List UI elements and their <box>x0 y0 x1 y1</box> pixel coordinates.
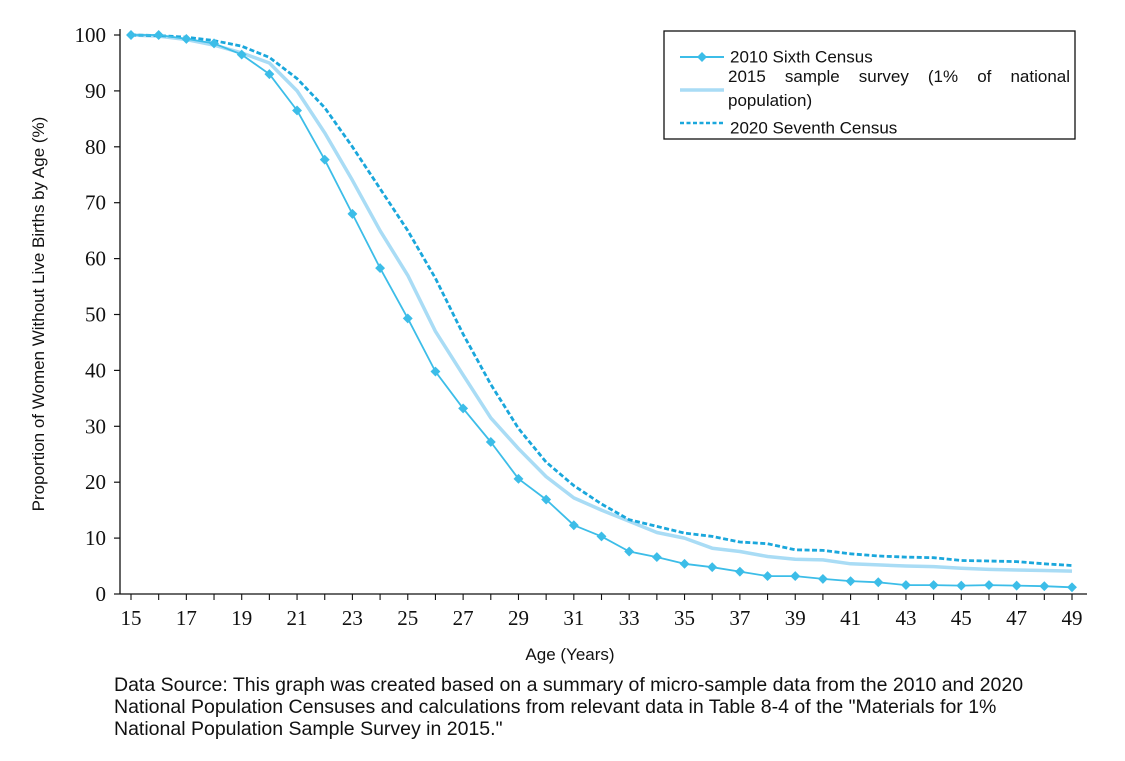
y-axis-title: Proportion of Women Without Live Births … <box>29 117 48 512</box>
data-point-2010 <box>762 571 773 582</box>
data-point-2010 <box>1067 582 1077 593</box>
y-tick-label: 30 <box>85 414 106 438</box>
data-point-2010 <box>153 30 164 40</box>
y-tick-label: 50 <box>85 303 106 327</box>
x-axis-title: Age (Years) <box>525 645 614 664</box>
data-point-2010 <box>928 580 939 591</box>
x-tick-label: 19 <box>231 606 252 630</box>
chart: 15 17 19 21 23 25 27 29 31 33 35 37 39 41 43 45 47 49 0 10… <box>29 23 1087 664</box>
data-point-2010 <box>430 366 441 377</box>
x-tick-label: 23 <box>342 606 363 630</box>
data-point-2010 <box>624 546 635 557</box>
series-layer <box>126 30 1077 593</box>
x-tick-label: 41 <box>840 606 861 630</box>
data-point-2010 <box>485 437 496 447</box>
y-tick-label: 100 <box>75 23 107 47</box>
x-tick-label: 35 <box>674 606 695 630</box>
x-tick-label: 33 <box>619 606 640 630</box>
data-point-2010 <box>900 580 911 591</box>
data-point-2010 <box>984 580 994 591</box>
data-point-2010 <box>734 566 745 577</box>
legend-label-2010: 2010 Sixth Census <box>730 47 873 66</box>
legend-marker-2010 <box>697 52 707 62</box>
data-point-2010 <box>209 38 219 49</box>
x-tick-label: 39 <box>785 606 806 630</box>
x-tick-label: 15 <box>121 606 142 630</box>
y-tick-label: 10 <box>85 526 106 550</box>
data-point-2010 <box>873 577 884 588</box>
y-tick-label: 60 <box>85 247 106 271</box>
y-tick-label: 20 <box>85 470 106 494</box>
data-point-2010 <box>236 49 247 60</box>
y-tick-label: 70 <box>85 191 106 215</box>
y-tick-label: 90 <box>85 79 106 103</box>
x-axis-ticks: 15 17 19 21 23 25 27 29 31 33 35 37 39 41 43 45 47 49 <box>121 594 1083 630</box>
legend-label-2015: 2015 sample survey (1% of national popul… <box>728 67 1070 110</box>
data-point-2010 <box>817 573 828 584</box>
data-point-2010 <box>513 473 524 484</box>
x-tick-label: 21 <box>287 606 308 630</box>
y-tick-label: 0 <box>96 582 107 606</box>
data-point-2010 <box>347 208 358 219</box>
data-point-2010 <box>651 552 662 563</box>
x-tick-label: 25 <box>397 606 418 630</box>
data-point-2010 <box>458 403 469 414</box>
data-point-2010 <box>790 571 801 582</box>
data-point-2010 <box>402 313 413 324</box>
y-axis-ticks: 0 10 20 30 40 50 60 70 80 90 100 <box>75 23 120 606</box>
data-point-2010 <box>181 33 192 44</box>
x-tick-label: 45 <box>951 606 972 630</box>
data-point-2010 <box>1039 581 1050 592</box>
data-source-note: Data Source: This graph was created base… <box>114 674 1024 740</box>
data-point-2010 <box>707 562 718 573</box>
data-point-2010 <box>1011 580 1022 591</box>
data-point-2010 <box>956 580 967 591</box>
data-point-2010 <box>541 494 552 505</box>
data-point-2010 <box>375 263 386 274</box>
data-point-2010 <box>596 531 607 542</box>
data-point-2010 <box>845 576 856 587</box>
x-tick-label: 43 <box>895 606 916 630</box>
x-tick-label: 49 <box>1062 606 1083 630</box>
series-line-2015 <box>130 33 1073 573</box>
x-tick-label: 27 <box>453 606 474 630</box>
data-point-2010 <box>126 30 136 40</box>
x-tick-label: 37 <box>729 606 750 630</box>
data-point-2010 <box>679 558 690 569</box>
data-point-2010 <box>319 154 330 165</box>
legend: 2010 Sixth Census 2015 sample survey (1%… <box>663 30 1076 140</box>
data-point-2010 <box>568 520 579 531</box>
y-tick-label: 40 <box>85 358 106 382</box>
x-tick-label: 47 <box>1006 606 1027 630</box>
y-tick-label: 80 <box>85 135 106 159</box>
axes <box>119 29 1087 595</box>
x-tick-label: 31 <box>563 606 584 630</box>
x-tick-label: 29 <box>508 606 529 630</box>
x-tick-label: 17 <box>176 606 197 630</box>
legend-frame <box>663 30 1076 140</box>
legend-label-2020: 2020 Seventh Census <box>730 118 897 137</box>
